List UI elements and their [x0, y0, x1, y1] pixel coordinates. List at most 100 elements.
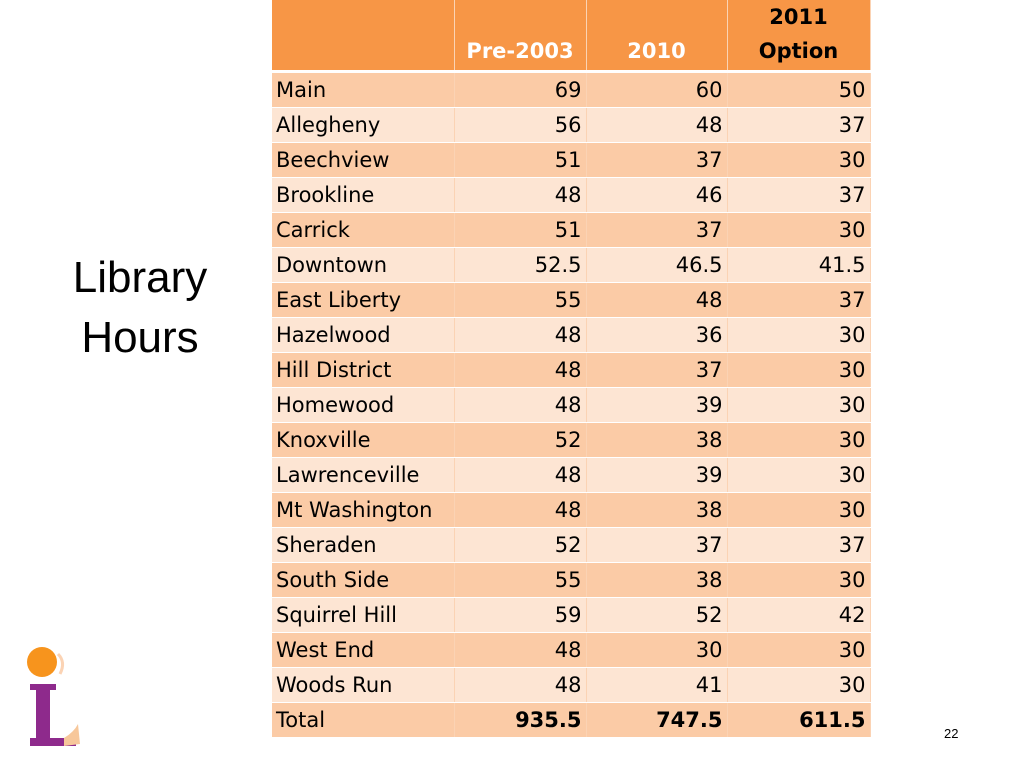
hours-2010-cell: 37 — [586, 142, 728, 178]
option-2011-cell: 30 — [727, 387, 871, 423]
branch-name-cell: East Liberty — [272, 282, 455, 318]
pre-2003-cell: 48 — [454, 457, 587, 493]
pre-2003-cell: 51 — [454, 142, 587, 178]
hours-2010-cell: 38 — [586, 422, 728, 458]
title-line-1: Library — [72, 253, 208, 302]
pre-2003-cell: 48 — [454, 667, 587, 703]
table-body: Main 69 60 50 Allegheny 56 48 37 Beechview 51 37 30… — [272, 71, 871, 738]
branch-name-cell: Allegheny — [272, 107, 455, 143]
header-2011-option: 2011 Option — [727, 0, 871, 73]
slide-title: Library Hours — [40, 248, 240, 368]
option-2011-cell: 30 — [727, 457, 871, 493]
header-2011-line2: Option — [758, 39, 839, 63]
option-2011-cell: 37 — [727, 177, 871, 213]
branch-name-cell: West End — [272, 632, 455, 668]
table-header-row: Pre-2003 2010 2011 Option — [272, 0, 871, 73]
table-row: Main 69 60 50 — [272, 71, 871, 108]
hours-2010-cell: 36 — [586, 317, 728, 353]
total-row: Total 935.5 747.5 611.5 — [272, 702, 871, 738]
branch-name-cell: Lawrenceville — [272, 457, 455, 493]
total-2010-cell: 747.5 — [586, 702, 728, 738]
option-2011-cell: 50 — [727, 71, 871, 108]
branch-name-cell: Squirrel Hill — [272, 597, 455, 633]
hours-2010-cell: 48 — [586, 107, 728, 143]
header-pre-2003: Pre-2003 — [454, 0, 587, 73]
pre-2003-cell: 52 — [454, 422, 587, 458]
hours-2010-cell: 30 — [586, 632, 728, 668]
table-row: Downtown 52.5 46.5 41.5 — [272, 247, 871, 283]
pre-2003-cell: 48 — [454, 387, 587, 423]
total-pre-2003-cell: 935.5 — [454, 702, 587, 738]
hours-2010-cell: 39 — [586, 457, 728, 493]
option-2011-cell: 30 — [727, 212, 871, 248]
pre-2003-cell: 56 — [454, 107, 587, 143]
pre-2003-cell: 52 — [454, 527, 587, 563]
table-row: East Liberty 55 48 37 — [272, 282, 871, 318]
table-row: Homewood 48 39 30 — [272, 387, 871, 423]
hours-2010-cell: 52 — [586, 597, 728, 633]
branch-name-cell: Downtown — [272, 247, 455, 283]
hours-2010-cell: 60 — [586, 71, 728, 108]
branch-name-cell: South Side — [272, 562, 455, 598]
table-row: Allegheny 56 48 37 — [272, 107, 871, 143]
hours-2010-cell: 37 — [586, 352, 728, 388]
table-row: Knoxville 52 38 30 — [272, 422, 871, 458]
total-label-cell: Total — [272, 702, 455, 738]
title-line-2: Hours — [81, 313, 199, 362]
branch-name-cell: Hazelwood — [272, 317, 455, 353]
pre-2003-cell: 69 — [454, 71, 587, 108]
hours-2010-cell: 38 — [586, 492, 728, 528]
table-row: Squirrel Hill 59 52 42 — [272, 597, 871, 633]
pre-2003-cell: 59 — [454, 597, 587, 633]
option-2011-cell: 30 — [727, 492, 871, 528]
header-2011-line1: 2011 — [769, 5, 828, 29]
branch-name-cell: Carrick — [272, 212, 455, 248]
hours-table-container: Pre-2003 2010 2011 Option Main 69 60 50 Alle… — [272, 0, 871, 738]
table-row: Beechview 51 37 30 — [272, 142, 871, 178]
hours-table: Pre-2003 2010 2011 Option Main 69 60 50 Alle… — [272, 0, 871, 738]
option-2011-cell: 37 — [727, 107, 871, 143]
pre-2003-cell: 48 — [454, 492, 587, 528]
pre-2003-cell: 51 — [454, 212, 587, 248]
option-2011-cell: 30 — [727, 562, 871, 598]
header-name — [272, 0, 455, 73]
pre-2003-cell: 48 — [454, 317, 587, 353]
option-2011-cell: 30 — [727, 422, 871, 458]
branch-name-cell: Brookline — [272, 177, 455, 213]
table-row: South Side 55 38 30 — [272, 562, 871, 598]
option-2011-cell: 30 — [727, 317, 871, 353]
hours-2010-cell: 46.5 — [586, 247, 728, 283]
hours-2010-cell: 48 — [586, 282, 728, 318]
table-row: Lawrenceville 48 39 30 — [272, 457, 871, 493]
branch-name-cell: Mt Washington — [272, 492, 455, 528]
branch-name-cell: Knoxville — [272, 422, 455, 458]
table-row: Hazelwood 48 36 30 — [272, 317, 871, 353]
table-row: Carrick 51 37 30 — [272, 212, 871, 248]
option-2011-cell: 42 — [727, 597, 871, 633]
pre-2003-cell: 55 — [454, 282, 587, 318]
option-2011-cell: 41.5 — [727, 247, 871, 283]
branch-name-cell: Beechview — [272, 142, 455, 178]
page-number: 22 — [944, 726, 959, 741]
table-row: Brookline 48 46 37 — [272, 177, 871, 213]
option-2011-cell: 30 — [727, 667, 871, 703]
hours-2010-cell: 39 — [586, 387, 728, 423]
table-row: Hill District 48 37 30 — [272, 352, 871, 388]
hours-2010-cell: 37 — [586, 212, 728, 248]
option-2011-cell: 37 — [727, 527, 871, 563]
library-logo-icon — [27, 647, 80, 746]
branch-name-cell: Homewood — [272, 387, 455, 423]
table-row: West End 48 30 30 — [272, 632, 871, 668]
branch-name-cell: Hill District — [272, 352, 455, 388]
pre-2003-cell: 55 — [454, 562, 587, 598]
hours-2010-cell: 38 — [586, 562, 728, 598]
pre-2003-cell: 48 — [454, 352, 587, 388]
option-2011-cell: 30 — [727, 142, 871, 178]
hours-2010-cell: 41 — [586, 667, 728, 703]
table-row: Woods Run 48 41 30 — [272, 667, 871, 703]
pre-2003-cell: 52.5 — [454, 247, 587, 283]
hours-2010-cell: 46 — [586, 177, 728, 213]
table-row: Sheraden 52 37 37 — [272, 527, 871, 563]
option-2011-cell: 30 — [727, 352, 871, 388]
